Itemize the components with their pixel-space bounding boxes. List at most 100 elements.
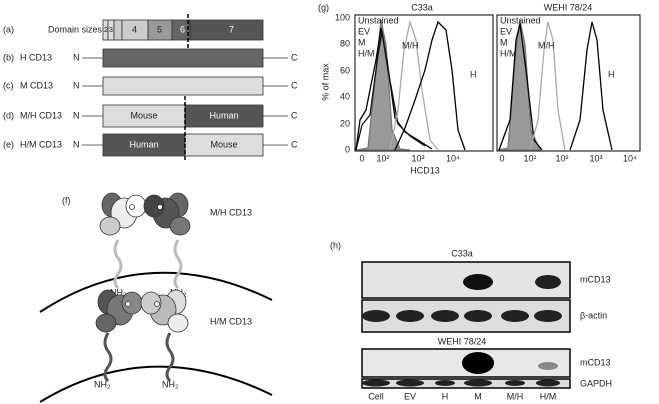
shape <box>113 19 123 41</box>
blot-wehi <box>361 348 571 389</box>
shape <box>431 310 459 322</box>
x-tick-label: 10⁴ <box>623 153 637 163</box>
construct-name: M/H CD13 <box>20 110 62 120</box>
x-tick-label: 10⁴ <box>446 153 460 163</box>
shape <box>169 216 191 236</box>
panel-label: (b) <box>3 52 14 62</box>
terminus-label: NH₂ <box>94 379 111 389</box>
panel-label: (f) <box>62 195 71 205</box>
shape <box>129 204 135 210</box>
shape <box>569 21 613 151</box>
row-label: mCD13 <box>580 274 611 284</box>
construct-name: H/M CD13 <box>210 316 252 326</box>
y-tick-labels: 100 80 60 40 20 0 <box>335 12 350 154</box>
construct-name: H/M CD13 <box>20 139 62 149</box>
x-tick-label: 10³ <box>589 153 602 163</box>
x-tick-label: 10¹ <box>523 153 536 163</box>
shape <box>121 291 143 315</box>
shape <box>497 19 542 151</box>
segment-label: Human <box>129 139 158 149</box>
n-terminus: N <box>73 80 80 90</box>
shape <box>39 271 273 313</box>
y-axis-label: % of max <box>320 63 330 101</box>
domain-title: Domain sizes <box>48 24 103 34</box>
blot-c33a <box>361 261 571 333</box>
lane-label: H <box>442 391 449 401</box>
y-tick-label: 100 <box>335 12 350 22</box>
shape <box>95 313 117 333</box>
plot-frame <box>354 14 494 152</box>
lane-label: EV <box>404 391 416 401</box>
shape <box>538 362 558 370</box>
panel-label: (c) <box>3 80 14 90</box>
terminus-label: NH₂ <box>162 379 179 389</box>
shape <box>505 380 525 386</box>
lane-label: M/H <box>507 391 524 401</box>
row-label: GAPDH <box>580 378 612 388</box>
terminus-label: NH₂ <box>110 287 127 297</box>
y-tick-label: 20 <box>340 118 350 128</box>
y-tick-label: 80 <box>340 38 350 48</box>
shape <box>113 239 123 290</box>
shape <box>362 310 562 322</box>
peak-label: H <box>470 69 477 79</box>
panel-label: (a) <box>3 24 14 34</box>
shape <box>167 313 189 333</box>
shape <box>389 19 439 151</box>
x-tick-label: 0 <box>359 153 364 163</box>
legend-label: Unstained <box>358 15 399 25</box>
n-terminus: N <box>73 110 80 120</box>
shape <box>463 274 493 290</box>
shape <box>464 379 492 387</box>
c-terminus: C <box>291 110 298 120</box>
histograms-c33a <box>355 19 466 151</box>
shape <box>125 301 131 307</box>
shape <box>355 19 411 151</box>
domain-label: 5 <box>157 24 162 34</box>
shape <box>498 23 543 151</box>
segment-label: Mouse <box>130 110 157 120</box>
shape <box>396 379 424 387</box>
shape <box>140 291 162 315</box>
panel-label: (d) <box>3 110 14 120</box>
shape <box>157 204 163 210</box>
construct-name: H CD13 <box>20 52 52 62</box>
shape <box>125 194 147 218</box>
plot-frame <box>496 14 641 152</box>
shape <box>189 19 264 41</box>
shape <box>82 48 288 157</box>
c-terminus: C <box>291 80 298 90</box>
domain-label: 2 <box>104 27 108 34</box>
shape <box>355 31 426 151</box>
shape <box>173 239 183 290</box>
shape <box>462 352 494 374</box>
segment-label: Mouse <box>210 139 237 149</box>
peak-label: H <box>608 69 615 79</box>
shape <box>362 310 390 322</box>
shape <box>435 380 455 386</box>
shape <box>394 20 466 151</box>
panel-label: (e) <box>3 139 14 149</box>
legend-label: M <box>500 37 508 47</box>
shape <box>529 21 566 151</box>
shape <box>165 332 175 383</box>
lane-label: M <box>474 391 482 401</box>
construct-name: M/H CD13 <box>210 207 252 217</box>
c-terminus: C <box>291 139 298 149</box>
row-label: β-actin <box>580 310 607 320</box>
shape <box>103 332 113 383</box>
histograms-wehi <box>497 19 613 151</box>
c-terminus: C <box>291 52 298 62</box>
y-tick-label: 40 <box>340 91 350 101</box>
plot-title: WEHI 78/24 <box>544 2 593 12</box>
peak-label: M/H <box>538 40 555 50</box>
blot-title: C33a <box>451 248 473 258</box>
shape <box>362 379 390 387</box>
segment-label: Human <box>209 110 238 120</box>
panel-label: (h) <box>330 240 341 250</box>
n-terminus: N <box>73 52 80 62</box>
shape <box>102 76 264 96</box>
shape <box>396 310 424 322</box>
n-terminus: N <box>73 139 80 149</box>
shape <box>534 310 562 322</box>
